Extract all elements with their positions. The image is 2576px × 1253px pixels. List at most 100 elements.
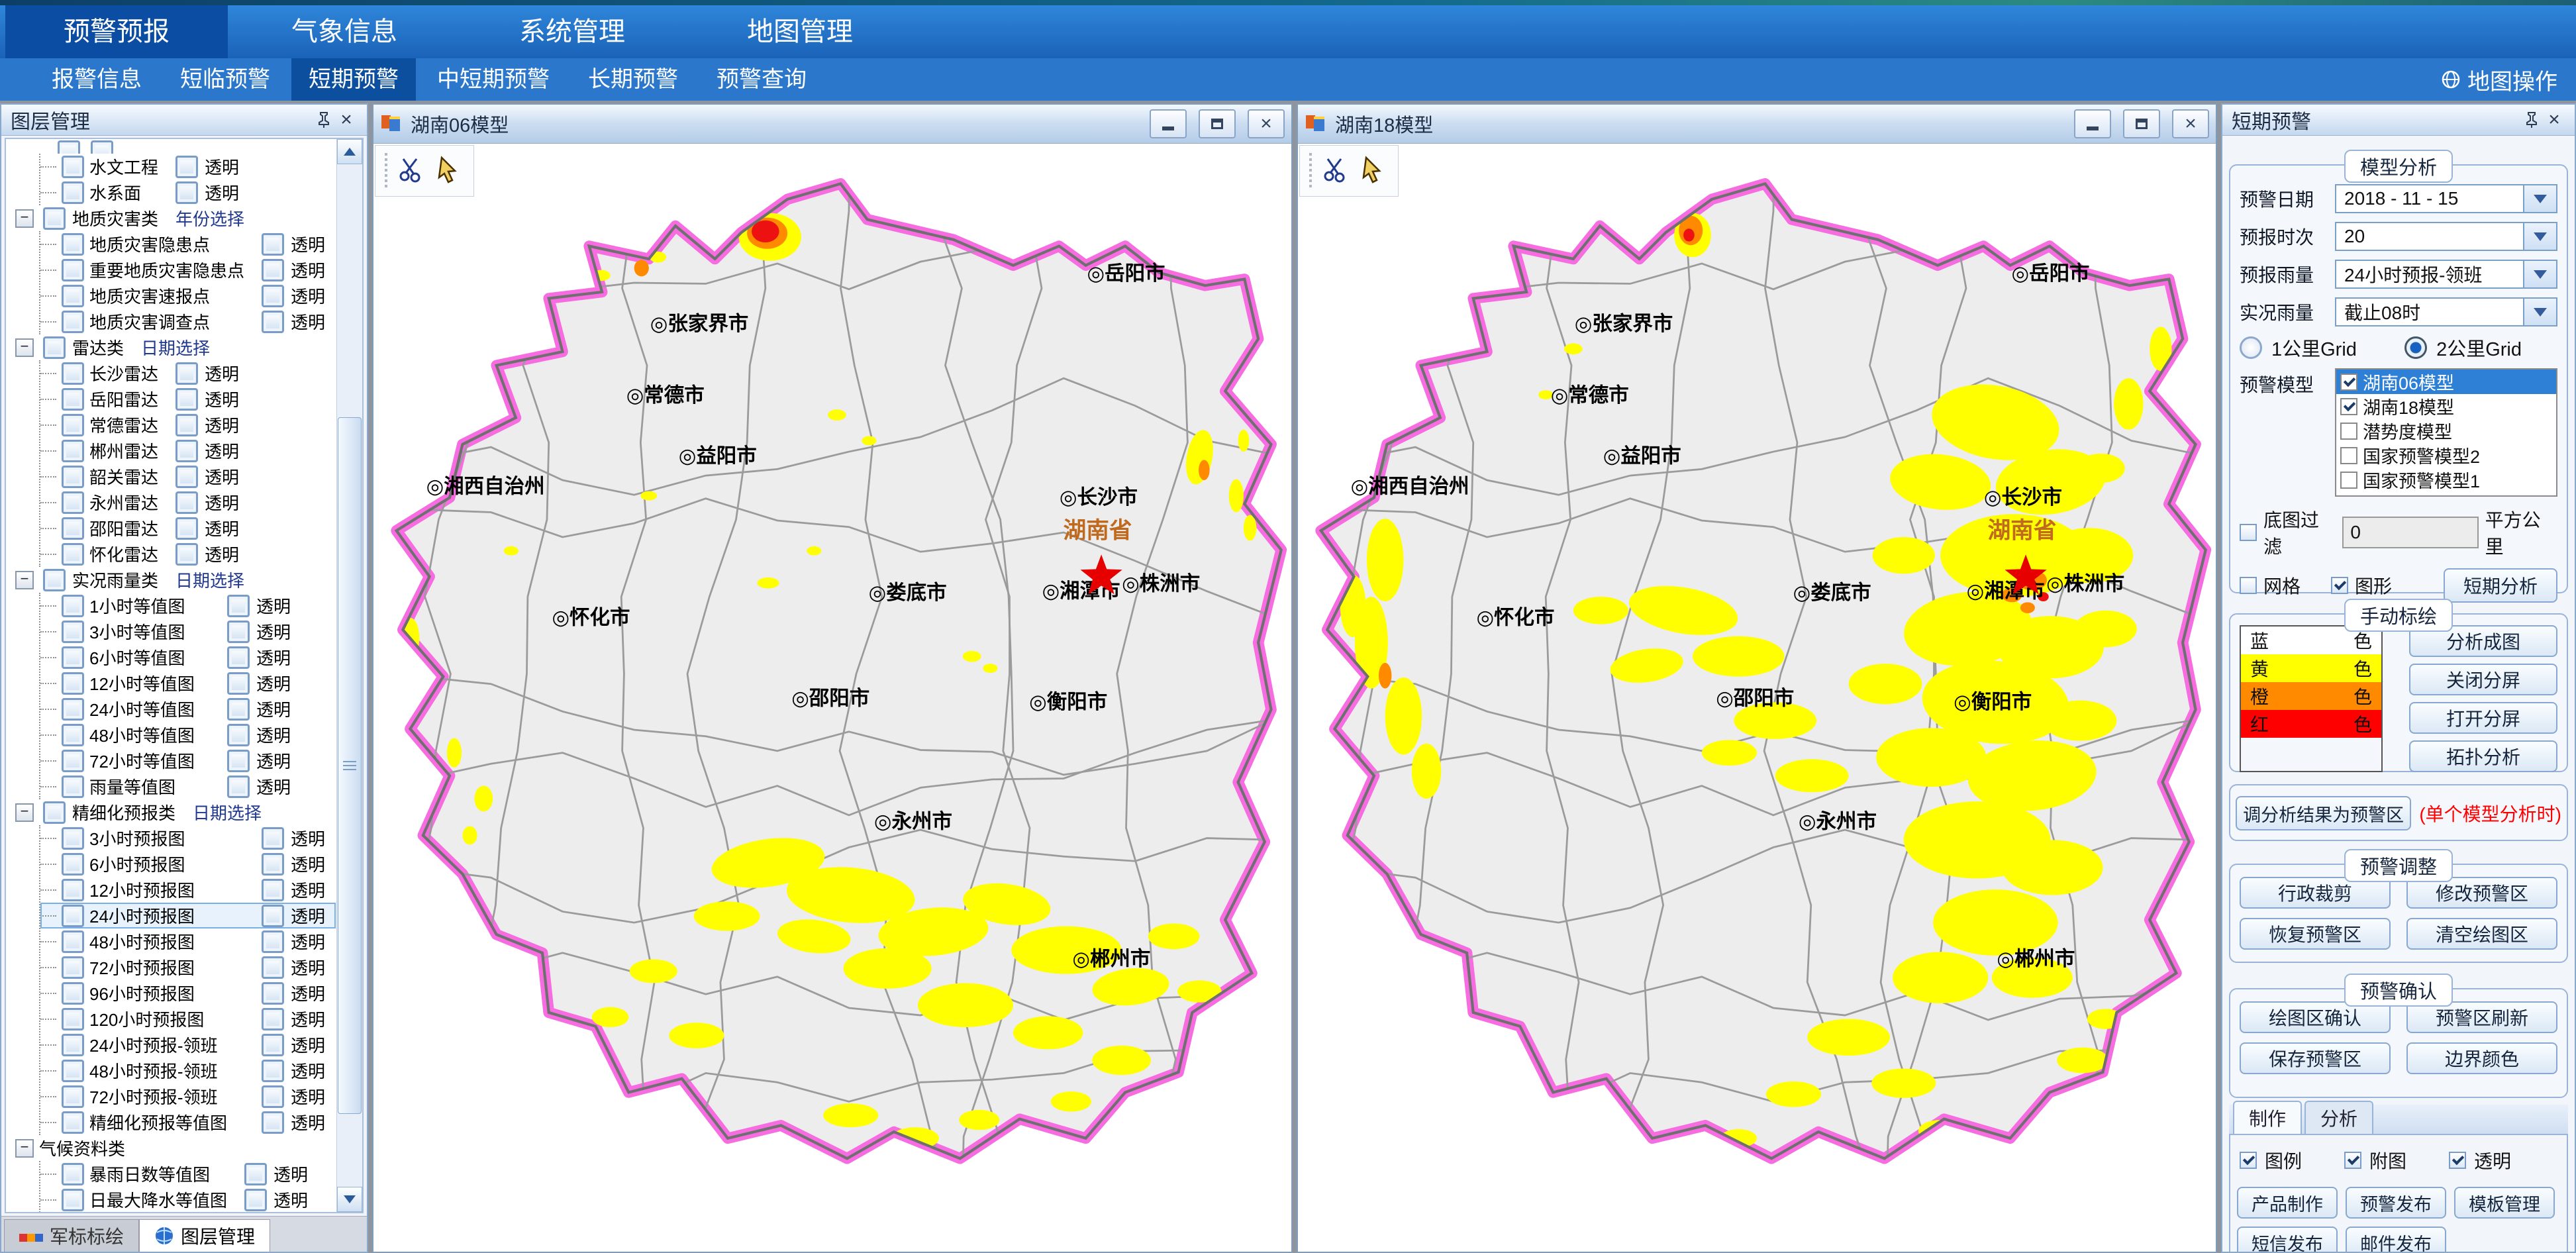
submenu-item-6[interactable]: 预警查询 xyxy=(717,67,807,92)
layer-checkbox[interactable] xyxy=(62,749,84,772)
template-manage-button[interactable]: 模板管理 xyxy=(2454,1187,2555,1219)
color-row-red[interactable]: 红色 xyxy=(2241,710,2381,738)
tab-military-plot[interactable]: 军标标绘 xyxy=(4,1219,140,1252)
model-list-item[interactable]: 湖南18模型 xyxy=(2336,394,2556,419)
layer-checkbox[interactable] xyxy=(62,310,84,333)
close-button[interactable]: × xyxy=(1248,109,1285,138)
layer-tree-scrollbar[interactable] xyxy=(336,139,362,1212)
model-checkbox[interactable] xyxy=(2340,373,2357,391)
tree-row[interactable]: 72小时等值图 透明 xyxy=(40,748,336,774)
layer-checkbox[interactable] xyxy=(62,594,84,617)
save-warning-area-button[interactable]: 保存预警区 xyxy=(2240,1042,2391,1074)
transparency-checkbox[interactable] xyxy=(262,956,284,979)
transparency-checkbox[interactable] xyxy=(227,723,250,746)
tab-analyze[interactable]: 分析 xyxy=(2304,1101,2374,1134)
layer-checkbox[interactable] xyxy=(62,155,84,178)
submenu-item-1[interactable]: 报警信息 xyxy=(52,67,142,92)
tree-row[interactable]: 72小时预报图 透明 xyxy=(40,954,336,980)
maximize-button[interactable] xyxy=(2123,109,2160,138)
transparency-checkbox[interactable] xyxy=(175,387,198,411)
layer-checkbox[interactable] xyxy=(62,981,84,1005)
model-checkbox[interactable] xyxy=(2340,446,2357,464)
tree-group-5[interactable]: − 精细化预报类 日期选择 xyxy=(6,799,336,825)
topology-analysis-button[interactable]: 拓扑分析 xyxy=(2409,740,2557,772)
tree-group-2[interactable]: − 地质灾害类 年份选择 xyxy=(6,205,336,231)
layer-checkbox[interactable] xyxy=(62,517,84,540)
layer-checkbox[interactable] xyxy=(62,465,84,488)
legend-checkbox[interactable] xyxy=(2240,1152,2257,1169)
tree-row[interactable]: 怀化雷达 透明 xyxy=(40,541,336,567)
tree-row[interactable]: 6小时等值图 透明 xyxy=(40,644,336,670)
menu-item-2[interactable]: 气象信息 xyxy=(291,17,397,46)
model-list-item[interactable]: 国家预警模型1 xyxy=(2336,468,2556,492)
tree-row[interactable]: 24小时预报图 透明 xyxy=(40,903,336,928)
layer-checkbox[interactable] xyxy=(43,336,66,359)
tree-row[interactable]: 常德雷达 透明 xyxy=(40,412,336,438)
map-canvas[interactable]: ◎岳阳市 ◎张家界市 ◎常德市 ◎益阳市 ◎湘西自治州 ◎长沙市 ◎湘潭市 ◎株洲市 ◎怀化市 ◎… xyxy=(373,144,1291,1252)
warning-area-refresh-button[interactable]: 预警区刷新 xyxy=(2406,1001,2557,1033)
cursor-icon[interactable] xyxy=(1358,155,1387,187)
layer-checkbox[interactable] xyxy=(62,542,84,566)
tree-row[interactable]: 地质灾害速报点 透明 xyxy=(40,283,336,309)
close-icon[interactable]: × xyxy=(2548,109,2560,130)
tree-row[interactable]: 3小时预报图 透明 xyxy=(40,825,336,851)
tree-row[interactable]: 72小时预报-领班 透明 xyxy=(40,1083,336,1109)
drawing-area-confirm-button[interactable]: 绘图区确认 xyxy=(2240,1001,2391,1033)
model-checkbox[interactable] xyxy=(2340,397,2357,415)
transparency-checkbox[interactable] xyxy=(175,155,198,178)
transparency-checkbox[interactable] xyxy=(175,465,198,488)
dropdown-button[interactable] xyxy=(2524,260,2557,289)
menu-item-4[interactable]: 地图管理 xyxy=(747,17,853,46)
tree-row[interactable]: 3小时等值图 透明 xyxy=(40,619,336,644)
tree-row[interactable]: 120小时预报图 透明 xyxy=(40,1006,336,1032)
tree-group-date-link[interactable]: 日期选择 xyxy=(175,571,245,591)
transparency-checkbox[interactable] xyxy=(227,749,250,772)
use-analysis-as-warning-area-button[interactable]: 调分析结果为预警区 xyxy=(2236,796,2412,830)
field-value[interactable]: 20 xyxy=(2335,222,2524,251)
transparency-checkbox[interactable] xyxy=(175,542,198,566)
transparency-checkbox[interactable] xyxy=(175,439,198,462)
tree-row[interactable]: 6小时预报图 透明 xyxy=(40,851,336,877)
layer-checkbox[interactable] xyxy=(62,697,84,721)
cursor-icon[interactable] xyxy=(434,155,463,187)
transparency-checkbox[interactable] xyxy=(91,140,113,154)
submenu-item-5[interactable]: 长期预警 xyxy=(588,67,678,92)
tree-row[interactable]: 雨量等值图 透明 xyxy=(40,774,336,799)
scrollbar-thumb[interactable] xyxy=(338,417,362,1114)
warning-model-list[interactable]: 湖南06模型 湖南18模型 潜势度模型 国家预警模型2 国家预警模型1 xyxy=(2335,368,2557,497)
close-button[interactable]: × xyxy=(2172,109,2209,138)
sms-publish-button[interactable]: 短信发布 xyxy=(2237,1227,2338,1252)
tree-row[interactable]: 96小时预报图 透明 xyxy=(40,980,336,1006)
open-split-screen-button[interactable]: 打开分屏 xyxy=(2409,702,2557,734)
radio-2km-grid[interactable] xyxy=(2404,336,2428,359)
transparent-checkbox[interactable] xyxy=(2449,1152,2467,1169)
layer-checkbox[interactable] xyxy=(43,568,66,591)
layer-checkbox[interactable] xyxy=(62,956,84,979)
transparency-checkbox[interactable] xyxy=(262,904,284,927)
tree-group-4[interactable]: − 实况雨量类 日期选择 xyxy=(6,567,336,593)
layer-checkbox[interactable] xyxy=(62,775,84,798)
minimize-button[interactable] xyxy=(2074,109,2111,138)
tree-row[interactable]: 永州雷达 透明 xyxy=(40,489,336,515)
tree-row[interactable]: 郴州雷达 透明 xyxy=(40,438,336,464)
tree-row[interactable]: 48小时预报图 透明 xyxy=(40,928,336,954)
model-checkbox[interactable] xyxy=(2340,422,2357,440)
inset-map-checkbox[interactable] xyxy=(2344,1152,2362,1169)
layer-checkbox[interactable] xyxy=(62,878,84,901)
tree-group-3[interactable]: − 雷达类 日期选择 xyxy=(6,334,336,360)
menu-item-3[interactable]: 系统管理 xyxy=(519,17,625,46)
transparency-checkbox[interactable] xyxy=(227,697,250,721)
layer-checkbox[interactable] xyxy=(62,284,84,307)
tree-row[interactable]: 韶关雷达 透明 xyxy=(40,464,336,489)
scroll-down-button[interactable] xyxy=(337,1187,362,1212)
close-icon[interactable]: × xyxy=(340,109,352,130)
transparency-checkbox[interactable] xyxy=(175,517,198,540)
model-list-item[interactable]: 国家预警模型2 xyxy=(2336,443,2556,468)
layer-checkbox[interactable] xyxy=(62,852,84,876)
transparency-checkbox[interactable] xyxy=(244,1162,267,1185)
transparency-checkbox[interactable] xyxy=(262,1007,284,1030)
transparency-checkbox[interactable] xyxy=(227,620,250,643)
transparency-checkbox[interactable] xyxy=(227,672,250,695)
graph-checkbox[interactable] xyxy=(2331,577,2349,594)
restore-warning-area-button[interactable]: 恢复预警区 xyxy=(2240,918,2391,950)
